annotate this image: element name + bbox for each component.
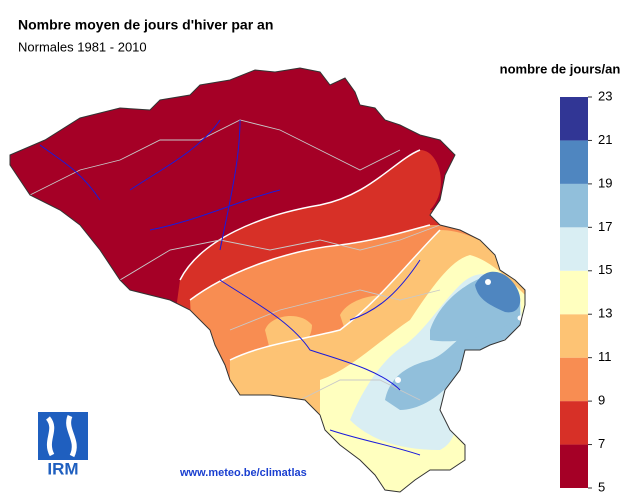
legend-tick-label: 11 xyxy=(598,349,612,364)
legend-tick-label: 17 xyxy=(598,219,612,234)
legend-swatch xyxy=(560,183,588,228)
map-subtitle: Normales 1981 - 2010 xyxy=(18,39,147,54)
source-link[interactable]: www.meteo.be/climatlas xyxy=(179,467,307,479)
legend-title: nombre de jours/an xyxy=(500,61,621,76)
legend-tick-label: 21 xyxy=(598,132,612,147)
legend-swatch xyxy=(560,357,588,402)
legend-tick-label: 7 xyxy=(598,436,605,451)
legend-tick-label: 5 xyxy=(598,479,605,494)
legend-swatch xyxy=(560,444,588,488)
legend-tick-label: 13 xyxy=(598,306,612,321)
legend-swatch xyxy=(560,401,588,445)
legend-swatch xyxy=(560,140,588,184)
legend-tick-label: 23 xyxy=(598,88,612,103)
legend-swatch xyxy=(560,314,588,358)
legend-tick-label: 15 xyxy=(598,262,612,277)
legend-tick-label: 19 xyxy=(598,175,612,190)
legend-swatch xyxy=(560,270,588,315)
legend-swatch xyxy=(560,227,588,271)
map xyxy=(10,68,525,492)
legend-swatch xyxy=(560,97,588,141)
map-title: Nombre moyen de jours d'hiver par an xyxy=(18,17,273,33)
logo: IRM xyxy=(38,412,88,478)
legend-tick-label: 9 xyxy=(598,393,605,408)
logo-text: IRM xyxy=(47,459,78,478)
legend: nombre de jours/an 5 7 9 11 13 15 17 19 21 23 xyxy=(500,61,621,494)
